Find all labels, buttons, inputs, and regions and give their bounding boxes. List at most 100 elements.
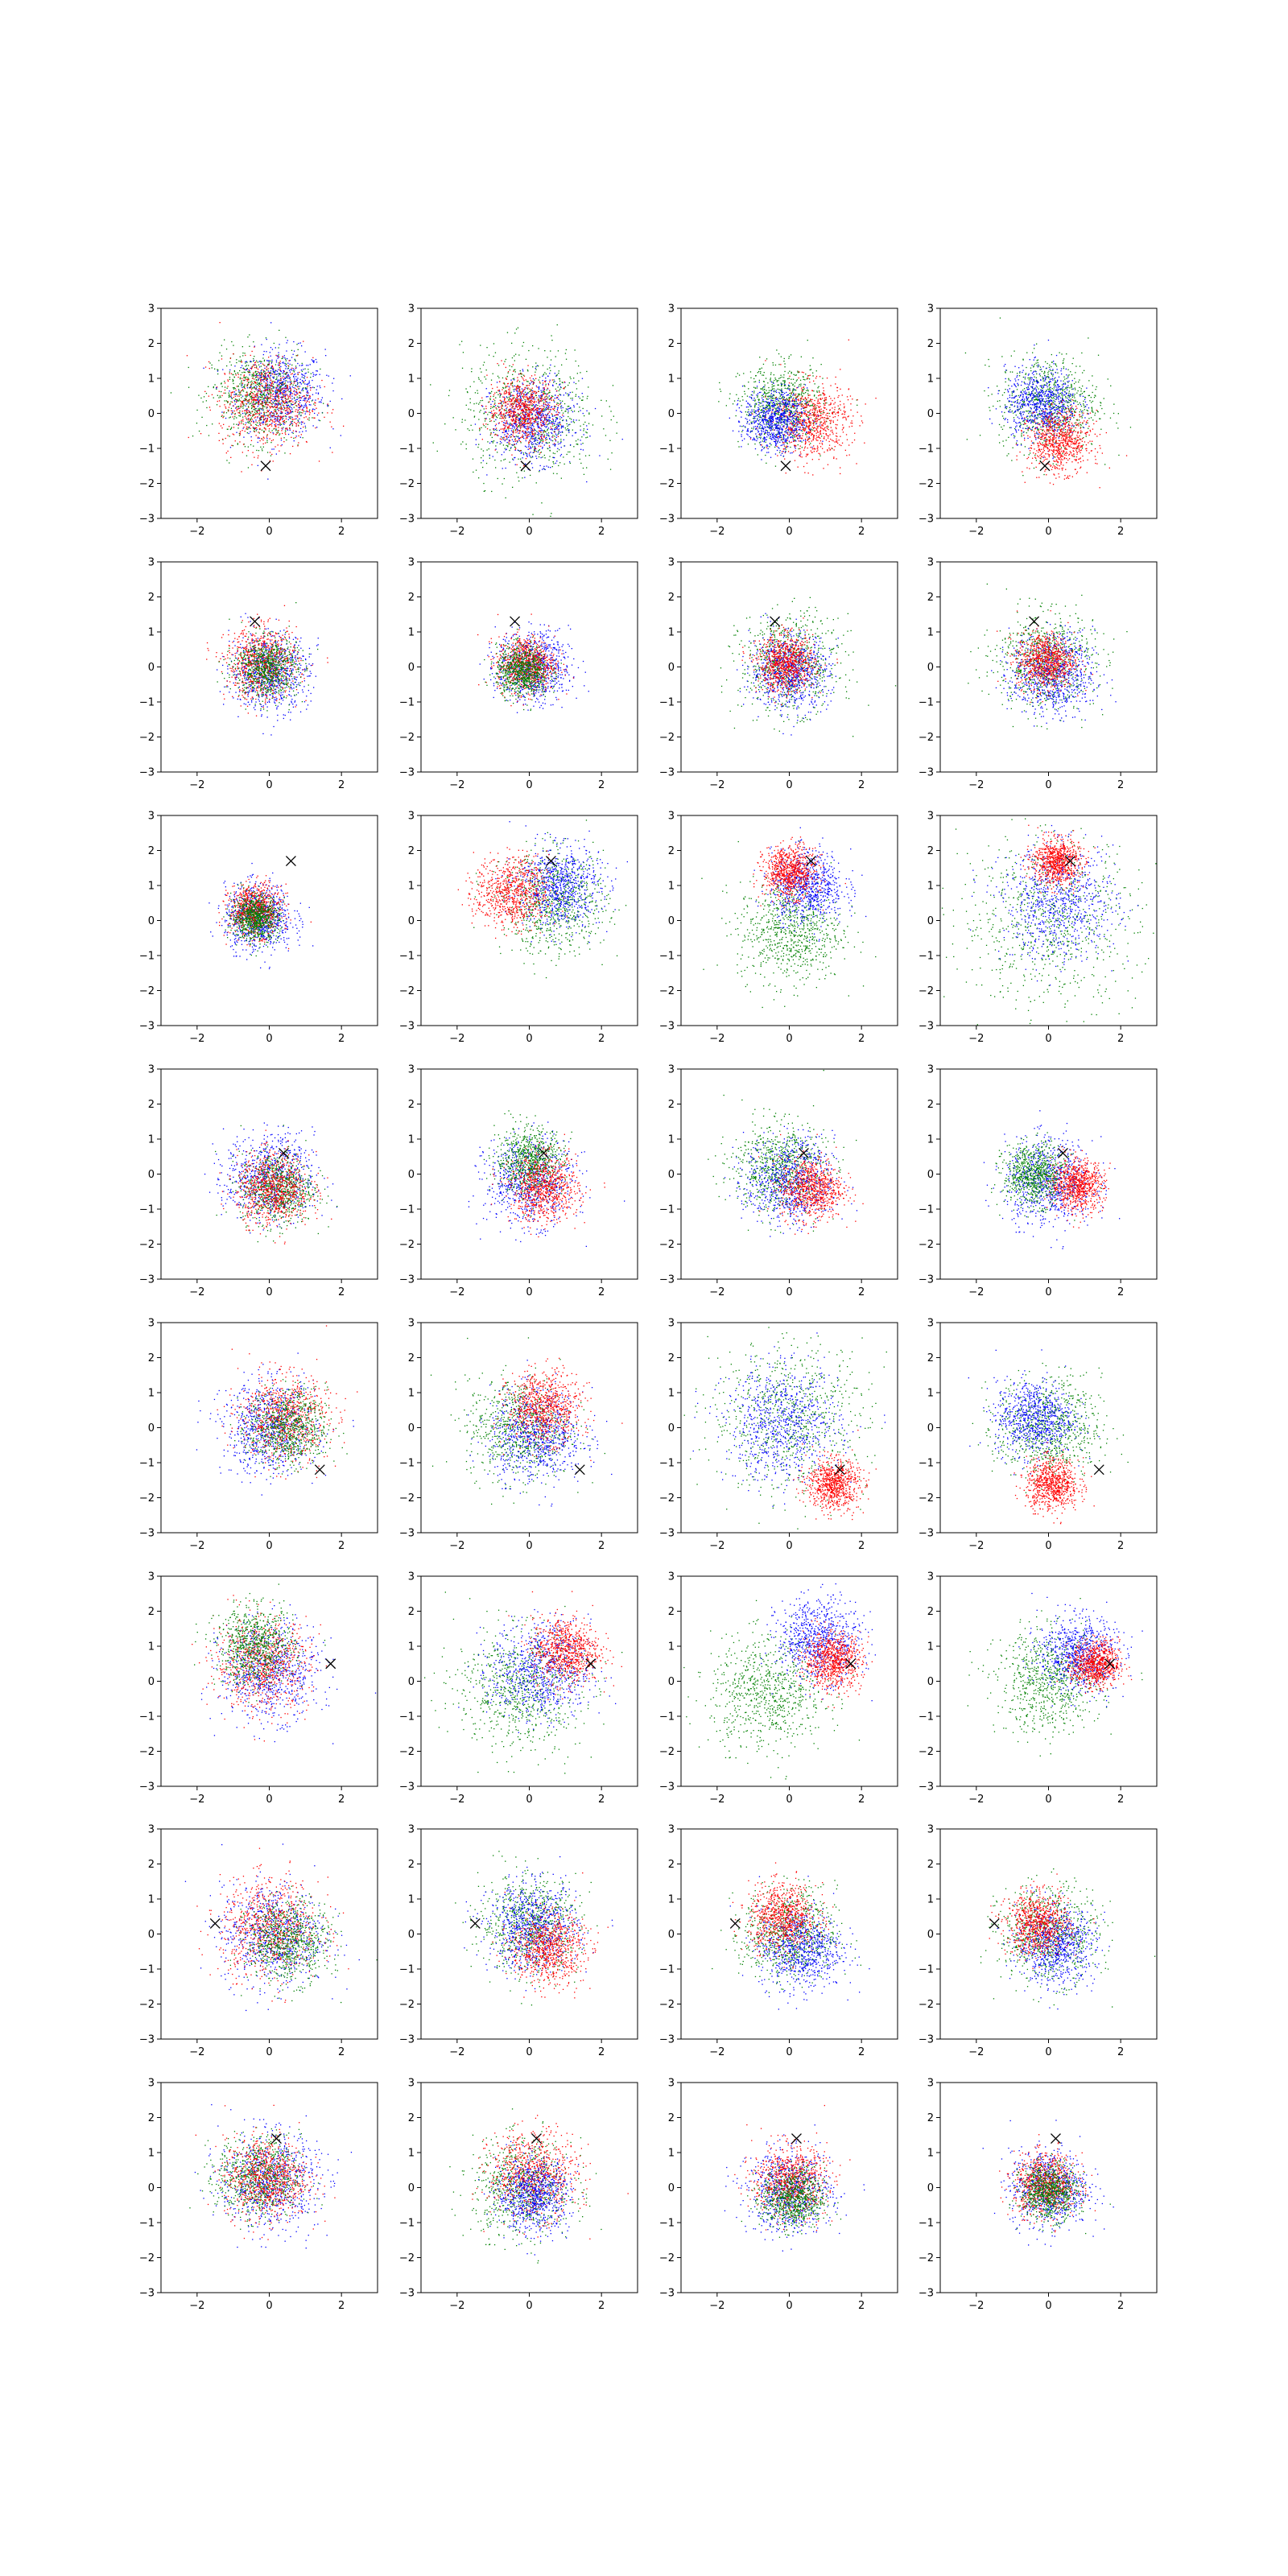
data-point bbox=[310, 377, 311, 378]
data-point bbox=[801, 393, 802, 394]
data-point bbox=[554, 431, 555, 432]
data-point bbox=[540, 408, 541, 409]
data-point bbox=[247, 371, 248, 372]
data-point bbox=[256, 377, 257, 378]
data-point bbox=[273, 388, 274, 389]
data-point bbox=[528, 434, 529, 435]
data-point bbox=[224, 340, 225, 341]
data-point bbox=[531, 414, 532, 415]
data-point bbox=[256, 429, 257, 430]
data-point bbox=[239, 383, 240, 384]
data-point bbox=[301, 434, 302, 435]
data-point bbox=[559, 400, 560, 401]
data-point bbox=[237, 408, 238, 409]
data-point bbox=[286, 364, 287, 365]
data-point bbox=[787, 378, 788, 379]
data-point bbox=[292, 393, 293, 394]
data-point bbox=[499, 418, 500, 419]
data-point bbox=[543, 404, 544, 405]
data-point bbox=[300, 437, 301, 438]
data-point bbox=[301, 369, 302, 370]
data-point bbox=[536, 444, 537, 445]
data-point bbox=[274, 428, 275, 429]
data-point bbox=[473, 403, 474, 404]
data-point bbox=[529, 404, 530, 405]
data-point bbox=[315, 405, 316, 406]
data-point bbox=[219, 391, 220, 392]
data-point bbox=[236, 432, 237, 433]
data-point bbox=[549, 447, 550, 448]
data-point bbox=[558, 395, 559, 396]
data-point bbox=[586, 481, 587, 482]
data-point bbox=[527, 407, 528, 408]
data-point bbox=[540, 412, 541, 413]
data-point bbox=[508, 389, 509, 390]
data-point bbox=[523, 454, 524, 455]
data-point bbox=[549, 411, 550, 412]
data-point bbox=[253, 428, 254, 429]
data-point bbox=[509, 397, 510, 398]
data-point bbox=[510, 380, 511, 381]
data-point bbox=[266, 442, 267, 443]
data-point bbox=[298, 407, 299, 408]
data-point bbox=[609, 406, 610, 407]
data-point bbox=[291, 382, 292, 383]
data-point bbox=[548, 404, 549, 405]
data-point bbox=[252, 382, 253, 383]
data-point bbox=[775, 379, 776, 380]
data-point bbox=[266, 419, 267, 420]
data-point bbox=[280, 409, 281, 410]
data-point bbox=[535, 366, 536, 367]
data-point bbox=[540, 398, 541, 399]
data-point bbox=[248, 382, 249, 383]
data-point bbox=[552, 415, 553, 416]
data-point bbox=[517, 430, 518, 431]
data-point bbox=[548, 407, 549, 408]
data-point bbox=[542, 426, 543, 427]
data-point bbox=[545, 408, 546, 409]
data-point bbox=[530, 426, 531, 427]
data-point bbox=[513, 364, 514, 365]
data-point bbox=[544, 372, 545, 373]
data-point bbox=[541, 424, 542, 425]
data-point bbox=[520, 391, 521, 392]
data-point bbox=[505, 439, 506, 440]
data-point bbox=[499, 410, 500, 411]
data-point bbox=[251, 440, 252, 441]
data-point bbox=[325, 355, 326, 356]
y-tick-label: 3 bbox=[408, 303, 415, 316]
data-point bbox=[266, 360, 267, 361]
data-point bbox=[241, 390, 242, 391]
data-point bbox=[510, 409, 511, 410]
data-point bbox=[273, 402, 274, 403]
data-point bbox=[520, 421, 521, 422]
data-point bbox=[526, 414, 527, 415]
data-point bbox=[487, 441, 488, 442]
data-point bbox=[496, 413, 497, 414]
data-point bbox=[798, 444, 799, 445]
data-point bbox=[515, 399, 516, 400]
data-point bbox=[516, 397, 517, 398]
data-point bbox=[253, 422, 254, 423]
data-point bbox=[586, 371, 587, 372]
data-point bbox=[264, 394, 265, 395]
data-point bbox=[561, 417, 562, 418]
data-point bbox=[283, 396, 284, 397]
data-point bbox=[261, 361, 262, 362]
data-point bbox=[499, 403, 500, 404]
data-point bbox=[303, 398, 304, 399]
data-point bbox=[453, 417, 454, 418]
data-point bbox=[318, 419, 319, 420]
data-point bbox=[269, 402, 270, 403]
data-point bbox=[306, 389, 307, 390]
data-point bbox=[533, 378, 534, 379]
data-point bbox=[498, 407, 499, 408]
data-point bbox=[314, 409, 315, 410]
data-point bbox=[310, 364, 311, 365]
data-point bbox=[549, 439, 550, 440]
data-point bbox=[525, 387, 526, 388]
data-point bbox=[264, 390, 265, 391]
data-point bbox=[537, 442, 538, 443]
data-point bbox=[520, 370, 521, 371]
data-point bbox=[803, 384, 804, 385]
